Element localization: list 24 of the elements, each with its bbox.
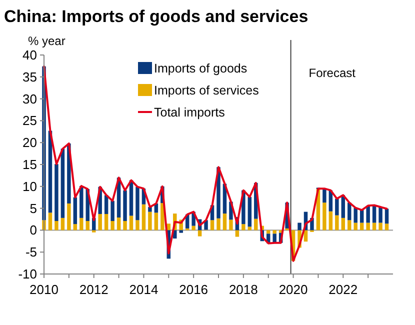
- legend-label: Imports of goods: [154, 62, 248, 76]
- x-tick-label: 2014: [129, 282, 158, 297]
- y-tick-label: -10: [18, 266, 37, 282]
- y-tick-label: 10: [22, 178, 37, 194]
- y-tick-label: 15: [22, 157, 37, 172]
- y-tick-label: 5: [30, 200, 37, 216]
- x-tick-label: 2010: [30, 282, 58, 297]
- y-axis-title: % year: [28, 34, 66, 48]
- legend-label: Imports of services: [154, 84, 259, 98]
- y-tick-label: 30: [22, 91, 37, 106]
- y-tick-label: 20: [22, 135, 37, 150]
- y-tick-label: -5: [25, 244, 37, 260]
- y-tick-label: 40: [22, 48, 37, 62]
- x-tick-label: 2016: [179, 282, 208, 297]
- chart-title: China: Imports of goods and services: [4, 7, 308, 26]
- y-tick-label: 25: [22, 113, 37, 128]
- legend-label: Total imports: [154, 106, 225, 120]
- x-tick-label: 2018: [228, 282, 258, 297]
- ref-line-label: Forecast: [308, 66, 356, 80]
- x-tick-label: 2020: [278, 282, 308, 297]
- y-tick-label: 0: [30, 222, 37, 238]
- x-tick-label: 2022: [328, 282, 358, 297]
- y-tick-label: 35: [22, 69, 37, 84]
- x-tick-label: 2012: [79, 282, 108, 297]
